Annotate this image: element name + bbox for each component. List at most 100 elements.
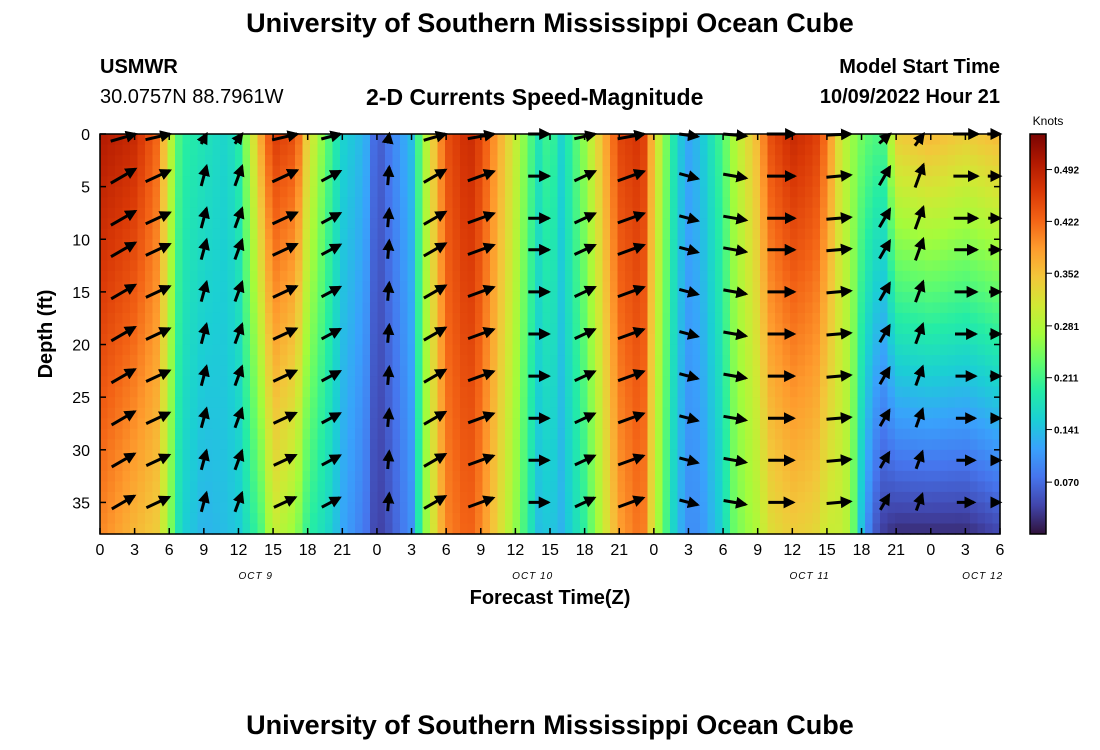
heatmap-cell: [985, 218, 994, 230]
heatmap-cell: [565, 249, 574, 261]
heatmap-cell: [910, 144, 919, 156]
heatmap-cell: [752, 249, 761, 261]
heatmap-cell: [212, 302, 221, 314]
heatmap-cell: [775, 312, 784, 325]
heatmap-cell: [107, 386, 116, 398]
heatmap-cell: [587, 481, 596, 493]
heatmap-cell: [400, 460, 409, 472]
heatmap-cell: [640, 144, 649, 156]
heatmap-cell: [355, 291, 364, 304]
heatmap-cell: [460, 344, 469, 356]
heatmap-cell: [572, 291, 581, 304]
heatmap-cell: [392, 386, 401, 398]
heatmap-cell: [407, 239, 416, 251]
heatmap-cell: [280, 491, 289, 504]
heatmap-cell: [520, 397, 529, 409]
current-vector: [145, 242, 172, 257]
heatmap-cell: [512, 144, 521, 156]
heatmap-cell: [872, 344, 881, 356]
heatmap-cell: [497, 302, 506, 314]
heatmap-cell: [302, 334, 311, 346]
heatmap-cell: [932, 481, 941, 493]
heatmap-cell: [512, 365, 521, 377]
heatmap-cell: [235, 260, 244, 272]
heatmap-cell: [677, 228, 686, 240]
heatmap-cell: [790, 439, 799, 451]
heatmap-cell: [580, 512, 589, 525]
heatmap-cell: [722, 239, 731, 251]
heatmap-cell: [715, 355, 724, 367]
heatmap-cell: [902, 418, 911, 430]
heatmap-cell: [700, 355, 709, 367]
heatmap-cell: [490, 481, 499, 493]
heatmap-cell: [152, 449, 161, 461]
heatmap-cell: [977, 449, 986, 461]
heatmap-cell: [527, 428, 536, 440]
heatmap-cell: [970, 344, 979, 356]
heatmap-cell: [782, 481, 791, 493]
heatmap-cell: [962, 312, 971, 325]
heatmap-cell: [242, 260, 251, 272]
heatmap-cell: [985, 323, 994, 335]
heatmap-cell: [340, 386, 349, 398]
heatmap-cell: [970, 470, 979, 482]
heatmap-cell: [422, 512, 431, 525]
heatmap-cell: [925, 418, 934, 430]
heatmap-cell: [520, 334, 529, 346]
heatmap-cell: [175, 512, 184, 525]
heatmap-cell: [580, 460, 589, 472]
heatmap-cell: [182, 144, 191, 156]
heatmap-cell: [235, 312, 244, 325]
heatmap-cell: [205, 155, 214, 167]
heatmap-cell: [910, 460, 919, 472]
heatmap-cell: [490, 439, 499, 451]
heatmap-cell: [880, 228, 889, 240]
x-tick-label: 6: [719, 542, 728, 559]
heatmap-cell: [812, 439, 821, 451]
heatmap-cell: [730, 176, 739, 188]
heatmap-cell: [790, 502, 799, 514]
heatmap-cell: [985, 186, 994, 198]
heatmap-cell: [865, 134, 874, 146]
heatmap-cell: [310, 260, 319, 272]
heatmap-cell: [977, 481, 986, 493]
heatmap-cell: [160, 260, 169, 272]
heatmap-cell: [670, 144, 679, 156]
heatmap-cell: [745, 134, 754, 146]
heatmap-cell: [295, 491, 304, 504]
heatmap-cell: [632, 249, 641, 261]
heatmap-cell: [250, 176, 259, 188]
heatmap-cell: [250, 302, 259, 314]
heatmap-cell: [955, 281, 964, 293]
heatmap-cell: [670, 207, 679, 219]
heatmap-cell: [700, 144, 709, 156]
heatmap-cell: [317, 397, 326, 409]
heatmap-cell: [422, 470, 431, 482]
heatmap-cell: [842, 397, 851, 409]
heatmap-cell: [962, 144, 971, 156]
heatmap-cell: [842, 144, 851, 156]
heatmap-cell: [700, 418, 709, 430]
heatmap-cell: [962, 260, 971, 272]
heatmap-cell: [242, 344, 251, 356]
heatmap-cell: [880, 355, 889, 367]
heatmap-cell: [107, 281, 116, 293]
heatmap-cell: [565, 355, 574, 367]
heatmap-cell: [715, 481, 724, 493]
heatmap-cell: [130, 228, 139, 240]
heatmap-cell: [415, 397, 424, 409]
heatmap-cell: [947, 491, 956, 504]
heatmap-cell: [557, 439, 566, 451]
heatmap-cell: [797, 470, 806, 482]
heatmap-cell: [602, 481, 611, 493]
station-coordinates: 30.0757N 88.7961W: [100, 86, 284, 108]
heatmap-cell: [100, 197, 109, 209]
heatmap-cell: [445, 323, 454, 335]
heatmap-cell: [415, 428, 424, 440]
heatmap-cell: [812, 481, 821, 493]
heatmap-cell: [475, 281, 484, 293]
heatmap-cell: [617, 355, 626, 367]
heatmap-cell: [775, 470, 784, 482]
heatmap-cell: [107, 155, 116, 167]
current-vector: [617, 411, 646, 425]
